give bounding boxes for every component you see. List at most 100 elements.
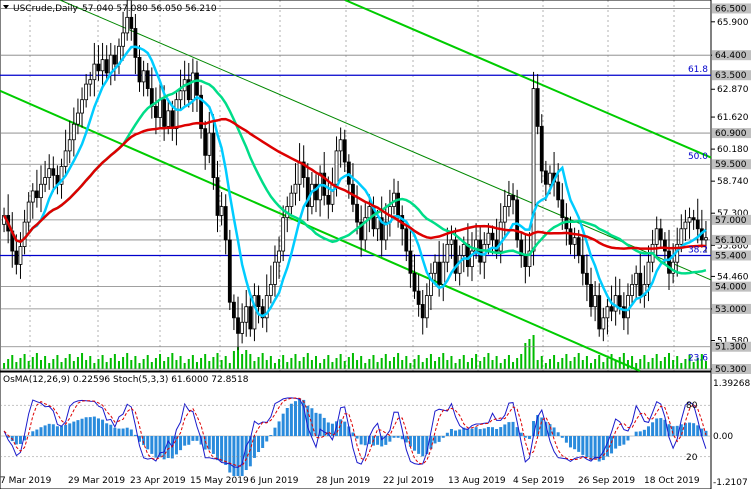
osma-bar	[454, 430, 458, 436]
candle-body	[470, 250, 474, 268]
osma-bar	[388, 436, 392, 442]
volume-bar	[339, 354, 342, 369]
volume-bar	[458, 359, 461, 369]
osma-bar	[302, 399, 306, 436]
osma-bar	[347, 426, 351, 436]
time-label: 4 Sep 2019	[513, 476, 565, 486]
candle-body	[297, 161, 302, 185]
volume-bar	[216, 353, 219, 369]
volume-bar	[343, 361, 346, 369]
osma-bar	[663, 419, 667, 436]
candle-body	[174, 99, 179, 130]
candle-body	[416, 290, 421, 305]
volume-bar	[72, 361, 75, 369]
fib-label: 50.0	[688, 152, 708, 162]
volume-bar	[290, 358, 293, 369]
osma-bar	[519, 432, 523, 436]
volume-bar	[232, 351, 235, 369]
price-tag	[712, 234, 751, 245]
volume-bar	[191, 355, 194, 369]
candle-body	[638, 272, 643, 296]
osma-bar	[675, 425, 679, 436]
osma-bar	[96, 418, 100, 436]
volume-bar	[23, 354, 26, 369]
volume-bar	[93, 363, 96, 369]
moving-averages	[2, 45, 707, 318]
candle-body	[137, 57, 142, 83]
osma-histogram	[0, 398, 711, 476]
osma-bar	[507, 422, 511, 436]
osma-bar	[343, 421, 347, 436]
volume-bar	[179, 356, 182, 369]
candle-body	[195, 72, 199, 96]
osma-bar	[367, 436, 371, 445]
candle-body	[556, 181, 561, 201]
osma-bar	[72, 421, 76, 436]
candle-body	[133, 28, 138, 58]
volume-bar	[524, 343, 527, 369]
osma-bar	[232, 436, 236, 476]
volume-bar	[228, 363, 231, 369]
fib-label: 61.8	[688, 65, 708, 75]
volume-bar	[35, 353, 38, 369]
candle-body	[100, 59, 105, 72]
volume-bar	[200, 358, 203, 369]
osma-bar	[68, 423, 72, 436]
candle-body	[658, 228, 663, 241]
volume-bar	[565, 354, 568, 369]
osma-bar	[191, 436, 195, 441]
candle-body	[260, 306, 265, 319]
candle-body	[379, 217, 384, 241]
ohlc-label: 57.040 57.080 56.050 56.210	[82, 4, 217, 14]
osma-bar	[326, 422, 330, 436]
volume-bar	[195, 362, 198, 369]
osma-bar	[248, 436, 252, 467]
volume-bar	[261, 353, 264, 369]
osma-bar	[55, 426, 59, 436]
osma-bar	[646, 426, 650, 436]
candle-body	[59, 166, 64, 185]
price-tag	[712, 303, 751, 314]
osma-bar	[417, 436, 421, 454]
osma-bar	[265, 436, 269, 442]
osma-bar	[281, 413, 285, 436]
volume-bar	[68, 354, 71, 369]
dropdown-arrow-icon[interactable]	[3, 5, 9, 9]
volume-bar	[19, 358, 22, 369]
candle-body	[199, 94, 203, 130]
osma-bar	[273, 427, 277, 436]
osma-bar	[429, 436, 433, 449]
osma-bar	[113, 427, 117, 436]
osma-bar	[589, 436, 593, 461]
candle-body	[80, 99, 84, 114]
osma-bar	[392, 436, 396, 438]
volume-bar	[483, 357, 486, 369]
candle-body	[437, 261, 442, 285]
volume-bar	[335, 358, 338, 369]
candle-body	[539, 126, 544, 172]
candle-body	[433, 261, 437, 274]
volume-bar	[97, 359, 100, 369]
candle-body	[252, 295, 257, 330]
candle-body	[145, 70, 150, 89]
volume-bar	[15, 362, 18, 369]
osma-bar	[244, 436, 248, 471]
osma-bar	[692, 423, 696, 436]
volume-bar	[286, 362, 289, 369]
trendline	[0, 89, 641, 372]
osma-bar	[544, 421, 548, 436]
osma-bar	[688, 422, 692, 436]
candle-body	[441, 261, 446, 285]
candle-body	[289, 192, 294, 207]
volume-bar	[253, 361, 256, 369]
volume-bar	[175, 360, 178, 369]
osma-bar	[532, 421, 536, 436]
candle-body	[71, 123, 76, 141]
volume-bar	[323, 359, 326, 369]
candle-body	[293, 183, 298, 194]
osma-bar	[18, 436, 22, 445]
candle-body	[445, 243, 450, 263]
candle-body	[84, 83, 89, 101]
price-tag-label: 57.000	[715, 216, 747, 226]
